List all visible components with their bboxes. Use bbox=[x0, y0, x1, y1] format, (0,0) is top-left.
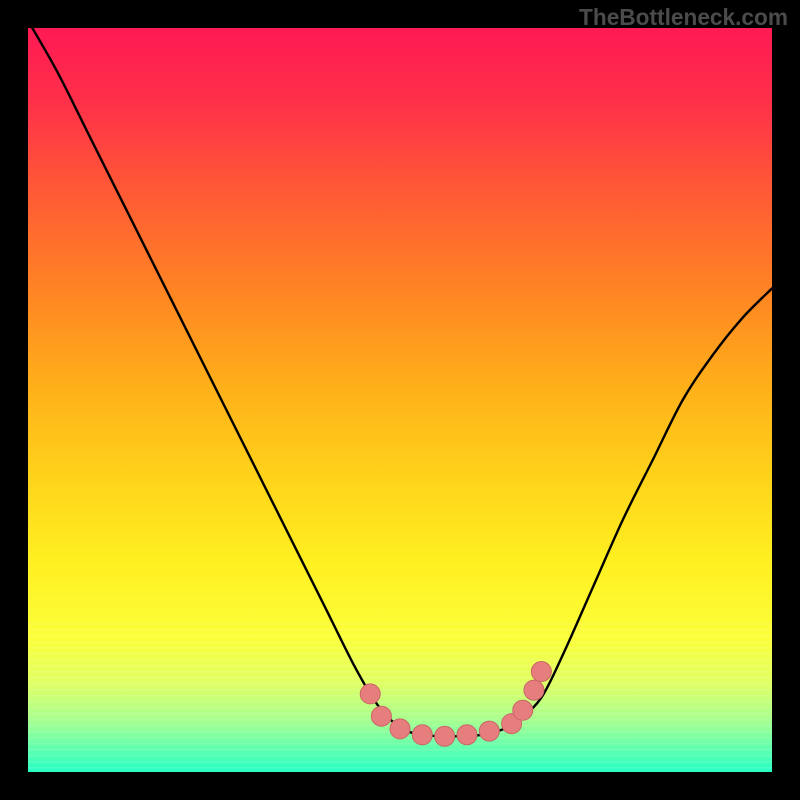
marker-dot bbox=[435, 726, 455, 746]
marker-dot bbox=[479, 721, 499, 741]
marker-dot bbox=[457, 725, 477, 745]
marker-dot bbox=[412, 725, 432, 745]
bottleneck-chart bbox=[0, 0, 800, 800]
marker-dot bbox=[371, 706, 391, 726]
marker-dot bbox=[360, 684, 380, 704]
marker-dot bbox=[524, 680, 544, 700]
marker-dot bbox=[390, 719, 410, 739]
watermark-label: TheBottleneck.com bbox=[579, 4, 788, 31]
marker-dot bbox=[513, 700, 533, 720]
marker-dot bbox=[531, 662, 551, 682]
